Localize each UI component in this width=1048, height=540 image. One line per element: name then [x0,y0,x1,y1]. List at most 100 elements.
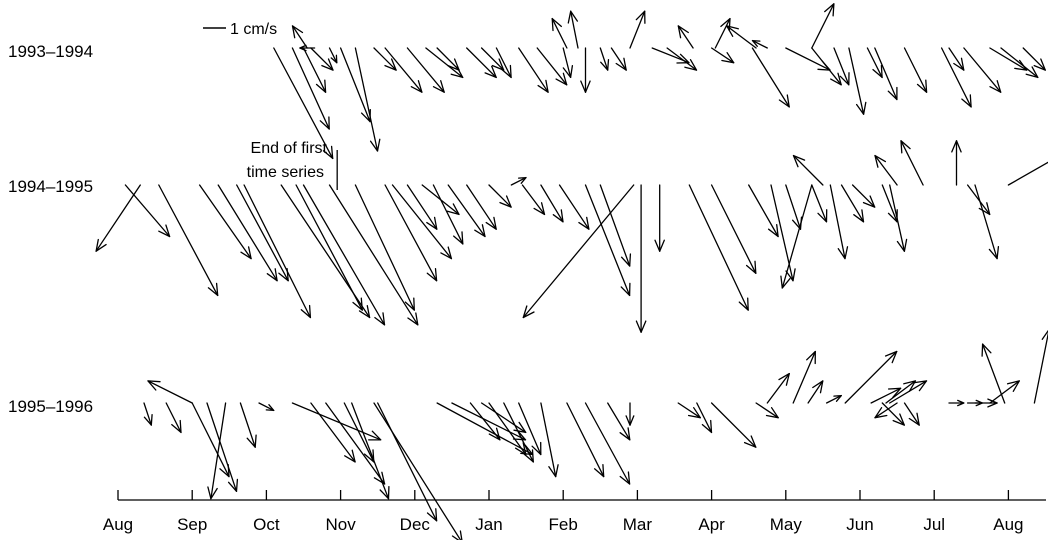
vector-arrow [966,184,991,216]
vector-arrow [981,343,1006,404]
vector-arrow [436,402,534,456]
vector-arrow [833,47,850,86]
vector-arrow [840,184,865,223]
vector-arrow [95,184,141,252]
vector-arrow [874,47,898,101]
vector-arrow [466,47,497,79]
vector-arrows [95,3,1048,540]
x-tick-label: Feb [549,515,578,534]
x-tick-label: Sep [177,515,207,534]
vector-arrow [710,47,735,64]
vector-arrow [580,47,591,93]
vector-arrow [291,47,330,130]
end-of-series-annotation: End of first time series [247,140,338,190]
vector-arrow [654,184,665,252]
vector-arrow [989,47,1028,71]
vector-arrow [889,184,908,252]
vector-arrow [811,3,835,49]
vector-arrow [406,47,445,93]
vector-arrow [885,380,917,404]
vector-arrow [889,380,928,404]
vector-arrow [584,184,631,297]
vector-arrow [870,387,902,404]
vector-arrow [566,402,605,478]
x-tick-label: Jul [923,515,945,534]
vector-arrow [963,47,1002,93]
vector-arrow [354,47,381,152]
vector-arrow [503,402,534,463]
vector-arrow [295,184,363,311]
vector-arrow [147,380,193,404]
vector-arrow [951,140,962,186]
vector-arrow [351,402,390,500]
vector-arrow [536,47,568,86]
vector-arrow [696,402,713,434]
vector-arrow [143,402,153,426]
vector-arrow [710,402,757,448]
vector-arrow [748,184,779,238]
vector-arrow [206,402,239,492]
row-label-2: 1994–1995 [8,177,93,196]
vector-arrow [825,394,842,404]
x-tick-label: Oct [253,515,280,534]
vector-arrow [726,25,757,49]
x-tick-label: Aug [103,515,133,534]
vector-arrow [677,402,701,419]
vector-arrow [780,184,813,289]
vector-arrow [124,184,171,238]
vector-arrow [558,184,590,230]
vector-arrow [328,47,338,64]
vector-arrow [1000,47,1039,79]
vector-arrow [677,25,694,49]
vector-arrow [766,372,790,404]
vector-arrow [1022,47,1046,71]
vector-arrow [1033,329,1048,404]
vector-arrow [510,176,527,186]
vector-arrow [948,47,965,71]
x-tick-label: Nov [325,515,356,534]
vector-arrow [948,399,965,407]
row-label-3: 1995–1996 [8,397,93,416]
vector-arrow [599,184,632,267]
vector-arrow [165,402,182,434]
vector-arrow [243,184,312,319]
vector-arrow [974,184,1000,260]
vector-arrow [714,17,731,49]
vector-arrow [207,402,227,500]
vector-arrow [425,47,464,79]
x-tick-label: May [770,515,803,534]
vector-arrow [881,184,898,223]
vector-arrow [584,402,631,485]
vector-arrow [384,47,423,93]
vector-arrow [299,44,316,52]
vector-arrow [377,402,438,522]
vector-arrow [239,402,257,448]
vector-arrow [488,184,512,208]
vector-arrow [599,47,610,71]
vector-arrow [158,184,219,297]
vector-arrow [391,184,453,260]
vector-arrow [310,47,334,71]
vector-arrow [751,47,790,108]
vector-arrow [302,47,327,93]
vector-arrow [521,184,546,216]
vector-arrow [874,402,898,419]
vector-arrow [273,47,334,160]
vector-arrow [688,184,749,311]
vector-arrow [373,47,397,71]
vector-arrow [328,184,419,326]
x-tick-label: Aug [993,515,1023,534]
annotation-line-2: time series [247,164,324,181]
vector-arrow [635,184,647,333]
vector-arrow [903,47,928,93]
vector-arrow [785,47,831,71]
vector-arrow [354,184,415,311]
vector-arrow [666,47,698,71]
vector-arrow [518,402,542,456]
vector-arrow [866,47,883,79]
vector-arrow [447,184,486,238]
scale-bar: 1 cm/s [203,21,277,38]
vector-arrow [811,184,828,223]
vector-arrow [291,25,308,49]
